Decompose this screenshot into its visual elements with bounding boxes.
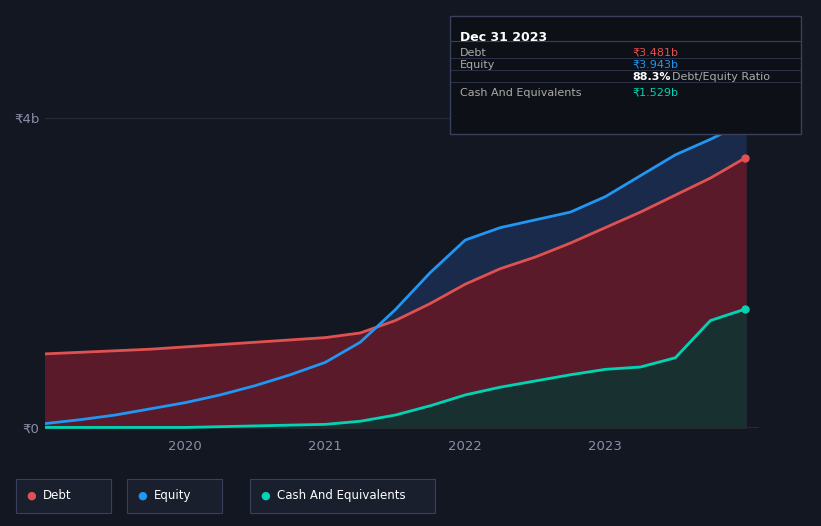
Text: Debt: Debt bbox=[460, 47, 487, 58]
Text: ₹3.943b: ₹3.943b bbox=[633, 59, 679, 70]
Text: Debt: Debt bbox=[43, 489, 71, 502]
Text: ●: ● bbox=[137, 491, 147, 501]
Text: Cash And Equivalents: Cash And Equivalents bbox=[460, 87, 581, 98]
Text: ●: ● bbox=[260, 491, 270, 501]
Text: Equity: Equity bbox=[154, 489, 191, 502]
Text: 88.3%: 88.3% bbox=[633, 72, 671, 82]
Text: Dec 31 2023: Dec 31 2023 bbox=[460, 31, 547, 44]
Text: Equity: Equity bbox=[460, 59, 495, 70]
Text: ●: ● bbox=[26, 491, 36, 501]
Text: Debt/Equity Ratio: Debt/Equity Ratio bbox=[672, 72, 770, 82]
Text: Cash And Equivalents: Cash And Equivalents bbox=[277, 489, 406, 502]
Text: ₹1.529b: ₹1.529b bbox=[633, 87, 679, 98]
Text: ₹3.481b: ₹3.481b bbox=[633, 47, 679, 58]
